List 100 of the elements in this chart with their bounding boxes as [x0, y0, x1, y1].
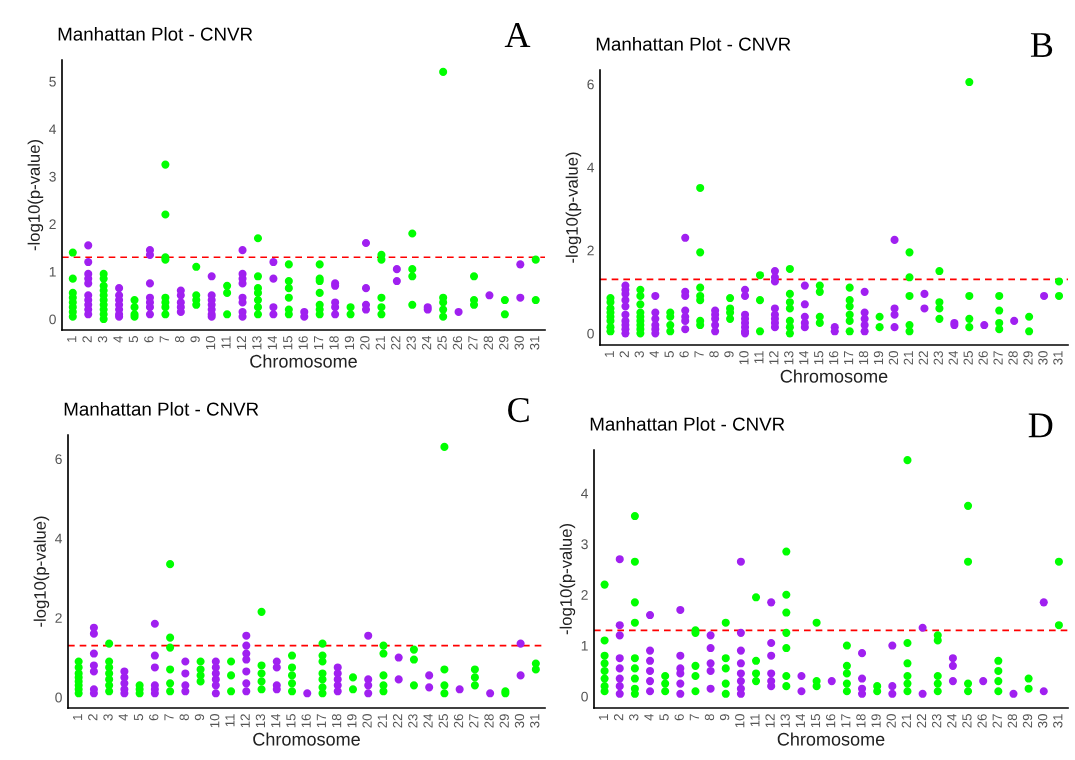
x-tick-label: 31	[530, 714, 540, 728]
x-tick-label: 8	[179, 714, 189, 721]
x-tick-label: 28	[483, 336, 493, 350]
x-tick-label: 11	[221, 336, 231, 349]
y-tick-label: 6	[55, 454, 62, 465]
x-tick-label: 5	[664, 351, 674, 358]
x-tick-label: 4	[649, 350, 659, 358]
x-tick-label: 25	[963, 351, 973, 365]
x-tick-label: 31	[1053, 351, 1063, 365]
y-tick-label: 0	[49, 314, 56, 325]
x-tick-label: 16	[828, 351, 839, 365]
x-tick-label: 9	[190, 336, 200, 343]
x-tick-label: 29	[499, 336, 509, 350]
x-tick-label: 28	[1008, 351, 1018, 365]
x-tick-label: 4	[118, 713, 128, 721]
x-tick-label: 7	[694, 351, 704, 358]
x-tick-label: 11	[754, 351, 764, 364]
x-tick-label: 19	[347, 714, 357, 728]
x-tick-label: 15	[814, 351, 824, 365]
x-tick-label: 18	[329, 336, 339, 350]
x-tick-label: 17	[844, 351, 854, 365]
x-tick-label: 31	[1053, 714, 1063, 728]
x-tick-label: 22	[392, 714, 403, 728]
x-tick-label: 10	[210, 714, 220, 728]
x-tick-label: 25	[438, 714, 448, 728]
x-tick-label: 1	[598, 714, 609, 720]
y-tick-label: 3	[49, 171, 56, 182]
x-tick-label: 21	[901, 714, 911, 728]
x-tick-label: 4	[113, 335, 123, 343]
x-tick-label: 15	[810, 714, 821, 728]
x-tick-label: 15	[283, 336, 293, 350]
x-tick-label: 27	[992, 714, 1002, 728]
y-tick-label: 5	[49, 76, 56, 87]
y-tick-label: 4	[55, 533, 63, 544]
y-axis-title: -log10(p-value)	[33, 516, 50, 627]
x-tick-label: 3	[97, 336, 108, 343]
x-tick-label: 6	[149, 714, 159, 721]
x-tick-label: 9	[719, 714, 730, 721]
x-tick-label: 17	[841, 714, 851, 728]
x-tick-label: 16	[298, 336, 308, 350]
x-tick-label: 12	[765, 714, 775, 728]
y-tick-label: 6	[587, 79, 594, 90]
chart-title: Manhattan Plot - CNVR	[64, 401, 259, 416]
x-axis-title: Chromosome	[250, 354, 357, 368]
x-tick-label: 11	[225, 714, 235, 727]
x-tick-label: 12	[769, 351, 779, 365]
x-tick-label: 13	[255, 714, 266, 728]
x-tick-label: 25	[962, 714, 972, 728]
x-tick-label: 5	[133, 714, 144, 721]
x-tick-label: 27	[469, 714, 479, 728]
x-tick-label: 28	[1007, 714, 1018, 728]
x-tick-label: 13	[780, 714, 790, 728]
x-tick-label: 23	[931, 714, 942, 728]
x-tick-label: 15	[286, 714, 296, 728]
x-axis-title: Chromosome	[777, 732, 885, 746]
x-tick-label: 6	[674, 714, 684, 721]
y-tick-label: 1	[49, 267, 56, 277]
x-tick-label: 23	[408, 714, 418, 728]
x-tick-label: 22	[918, 351, 928, 365]
x-tick-label: 25	[437, 336, 447, 350]
x-tick-label: 26	[452, 336, 463, 350]
x-tick-label: 9	[724, 351, 734, 358]
x-tick-label: 17	[314, 336, 324, 350]
x-axis-title: Chromosome	[253, 732, 360, 746]
x-tick-label: 30	[514, 714, 525, 728]
x-tick-label: 5	[128, 336, 139, 343]
text: A	[504, 23, 531, 47]
y-tick-label: 2	[49, 219, 56, 230]
x-tick-label: 30	[514, 336, 524, 350]
x-tick-label: 18	[858, 351, 869, 365]
x-tick-label: 11	[750, 714, 760, 727]
y-tick-label: 2	[581, 590, 588, 600]
y-axis-title: -log10(p-value)	[565, 152, 582, 263]
x-tick-label: 30	[1038, 351, 1048, 365]
x-tick-label: 23	[406, 336, 416, 350]
x-tick-label: 24	[423, 713, 433, 728]
x-tick-label: 19	[344, 336, 355, 350]
y-tick-label: 0	[581, 691, 588, 702]
x-tick-label: 20	[360, 336, 370, 350]
x-tick-label: 29	[1022, 714, 1033, 728]
x-tick-label: 16	[301, 714, 311, 728]
text: C	[508, 397, 529, 423]
x-tick-label: 1	[73, 714, 83, 720]
x-tick-label: 3	[103, 714, 113, 721]
x-tick-label: 12	[236, 336, 246, 350]
y-tick-label: 4	[587, 162, 595, 173]
x-tick-label: 12	[240, 714, 250, 728]
x-tick-label: 20	[886, 714, 896, 728]
x-tick-label: 16	[825, 714, 836, 728]
x-tick-label: 22	[916, 714, 927, 728]
y-tick-label: 4	[581, 488, 589, 499]
x-tick-label: 13	[252, 336, 262, 350]
x-tick-label: 14	[799, 350, 809, 365]
y-axis-title: -log10(p-value)	[559, 523, 576, 635]
chart-title: Manhattan Plot - CNVR	[590, 416, 785, 431]
x-tick-label: 30	[1037, 714, 1048, 728]
x-tick-label: 7	[159, 336, 169, 343]
x-tick-label: 7	[689, 714, 699, 721]
x-tick-label: 6	[679, 351, 689, 358]
x-tick-label: 4	[644, 713, 654, 721]
